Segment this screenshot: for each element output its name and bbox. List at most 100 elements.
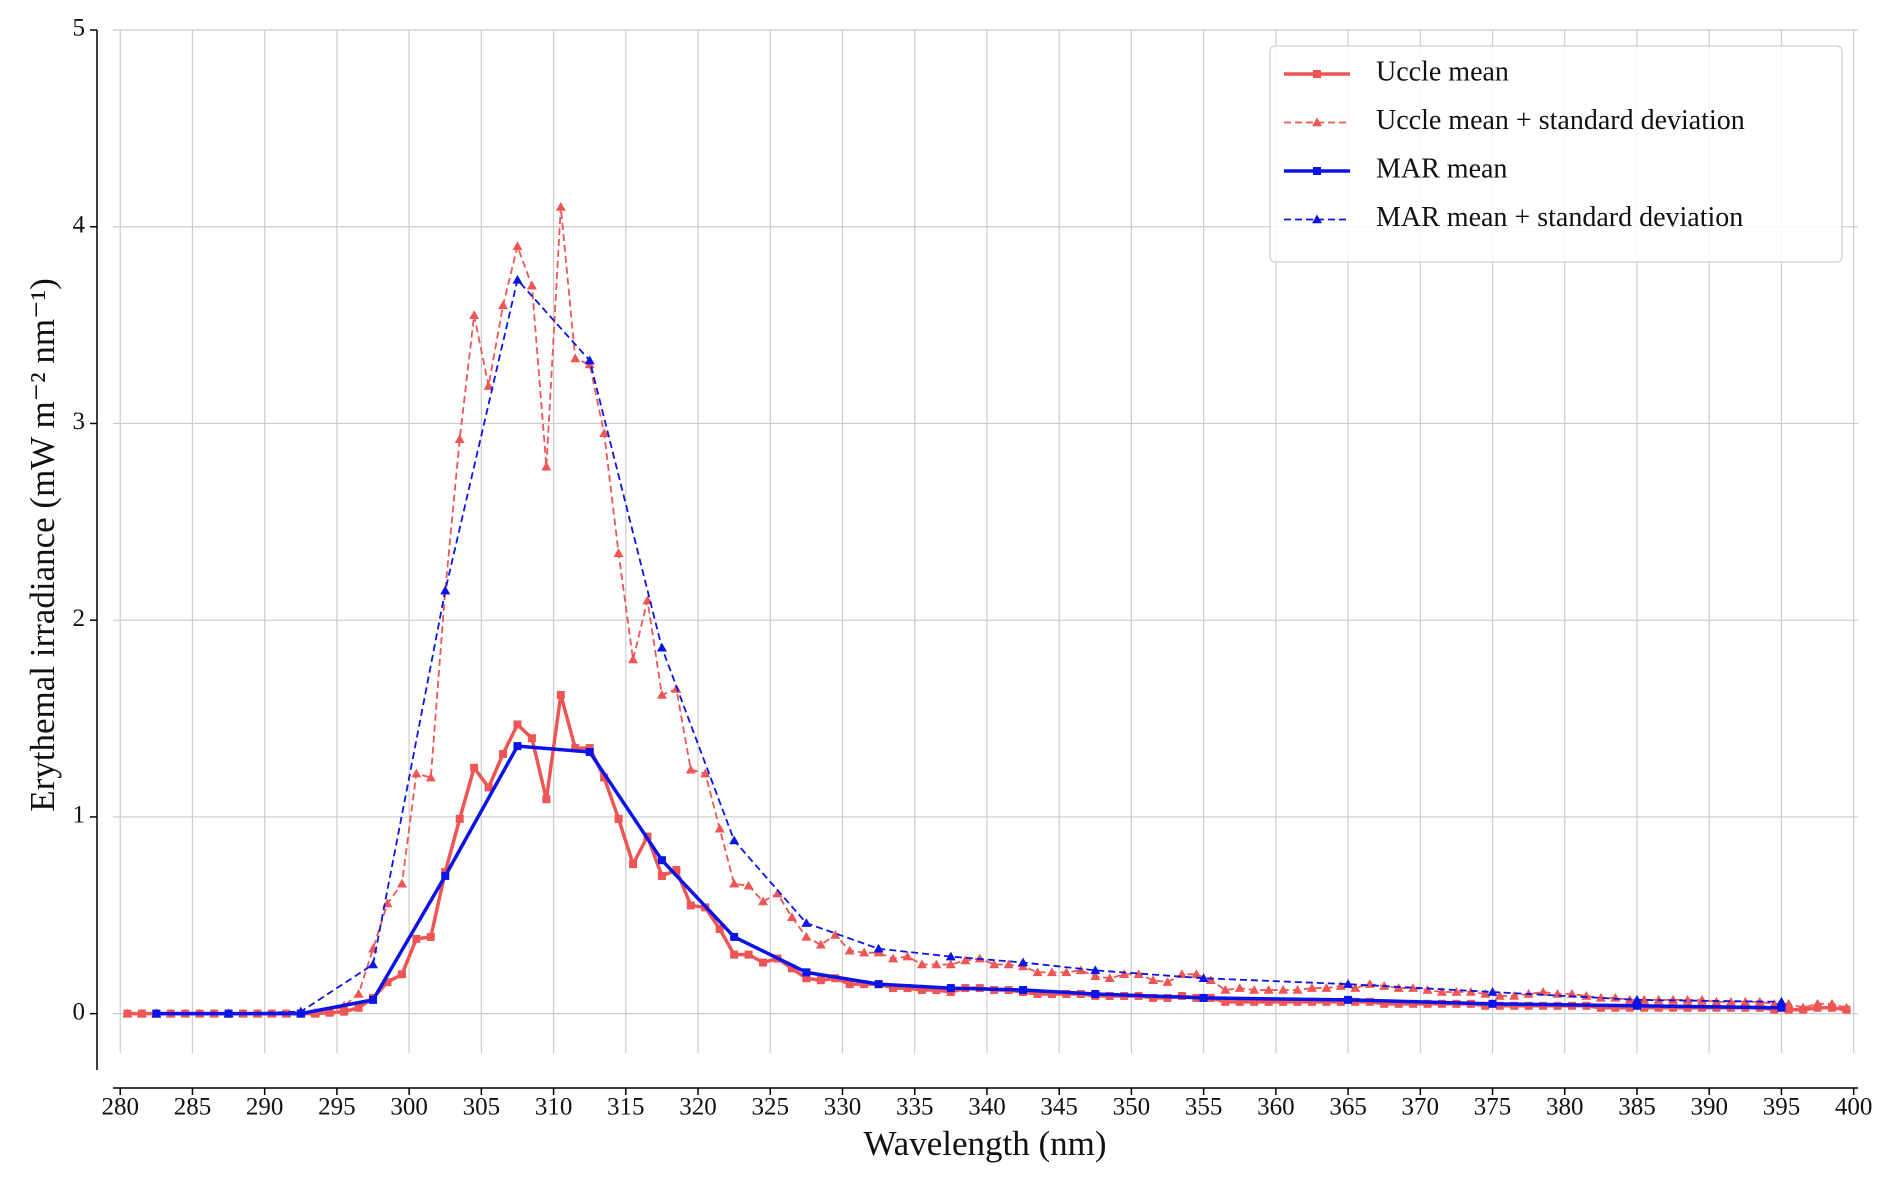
marker — [889, 984, 898, 993]
marker — [815, 939, 826, 949]
y-tick-label: 3 — [73, 408, 86, 435]
marker — [744, 950, 753, 959]
marker — [758, 896, 769, 906]
legend-label: Uccle mean + standard deviation — [1376, 105, 1745, 136]
marker — [1220, 985, 1231, 994]
marker — [730, 950, 739, 959]
marker — [513, 720, 522, 729]
marker — [874, 980, 883, 989]
marker — [1249, 985, 1260, 994]
marker — [512, 274, 523, 284]
marker — [1436, 987, 1447, 996]
marker — [425, 772, 436, 782]
marker — [1191, 969, 1202, 979]
marker — [1509, 990, 1520, 1000]
y-tick-label: 1 — [73, 802, 86, 829]
marker — [656, 689, 667, 699]
marker — [759, 958, 768, 967]
marker — [599, 428, 610, 438]
marker — [1566, 988, 1577, 998]
x-tick-label: 310 — [535, 1094, 573, 1121]
marker — [1488, 999, 1497, 1008]
marker — [600, 773, 609, 782]
marker — [1770, 1005, 1779, 1014]
marker — [1205, 975, 1216, 984]
marker — [1306, 983, 1317, 992]
marker — [1104, 973, 1115, 982]
marker — [324, 1006, 335, 1016]
marker — [1312, 214, 1322, 224]
marker — [1162, 977, 1173, 986]
x-tick-label: 360 — [1257, 1094, 1295, 1121]
marker — [1148, 975, 1159, 984]
x-tick-label: 370 — [1402, 1094, 1440, 1121]
marker — [613, 548, 624, 558]
marker — [1199, 993, 1208, 1002]
marker — [1133, 969, 1144, 979]
marker — [1235, 997, 1244, 1006]
marker — [1344, 995, 1353, 1004]
marker — [888, 953, 899, 963]
marker — [801, 931, 812, 941]
marker — [1668, 994, 1679, 1004]
marker — [1596, 1003, 1605, 1012]
marker — [845, 980, 854, 989]
x-axis-title: Wavelength (nm) — [863, 1124, 1106, 1163]
marker — [368, 959, 379, 969]
x-tick-label: 295 — [318, 1094, 356, 1121]
marker — [1841, 1002, 1852, 1012]
marker — [1019, 986, 1028, 995]
marker — [860, 980, 869, 989]
marker — [801, 918, 812, 927]
marker — [1423, 999, 1432, 1008]
marker — [542, 795, 551, 804]
marker — [1640, 1003, 1649, 1012]
marker — [932, 986, 941, 995]
marker — [1798, 1002, 1809, 1012]
marker — [440, 585, 451, 595]
marker — [903, 984, 912, 993]
marker — [1221, 997, 1230, 1006]
marker — [656, 642, 667, 652]
marker — [1090, 965, 1101, 975]
marker — [1725, 996, 1736, 1006]
marker — [873, 943, 884, 953]
marker — [1451, 987, 1462, 996]
marker — [295, 1006, 306, 1016]
marker — [1487, 987, 1498, 996]
marker — [1632, 1001, 1641, 1010]
marker — [1350, 983, 1361, 992]
marker — [1827, 1003, 1836, 1012]
marker — [340, 1007, 349, 1016]
marker — [1481, 1001, 1490, 1010]
marker — [1090, 971, 1101, 981]
marker — [700, 768, 711, 778]
marker — [802, 974, 811, 983]
x-tick-label: 350 — [1113, 1094, 1151, 1121]
x-tick-label: 375 — [1474, 1094, 1512, 1121]
marker — [1408, 983, 1419, 992]
marker — [1198, 973, 1209, 982]
marker — [136, 1008, 147, 1018]
x-tick-label: 305 — [463, 1094, 501, 1121]
marker — [1777, 1003, 1786, 1012]
x-tick-label: 380 — [1546, 1094, 1584, 1121]
marker — [1364, 979, 1375, 988]
marker — [1394, 999, 1403, 1008]
legend: Uccle mean Uccle mean + standard deviatio… — [1269, 45, 1843, 263]
marker — [1033, 989, 1042, 998]
marker — [555, 202, 566, 211]
marker — [1343, 979, 1354, 988]
marker — [1313, 70, 1321, 78]
marker — [1264, 997, 1273, 1006]
marker — [802, 968, 811, 977]
marker — [1091, 989, 1100, 998]
marker — [223, 1008, 234, 1018]
marker — [498, 300, 509, 310]
marker — [657, 871, 666, 880]
marker — [729, 835, 740, 845]
marker — [743, 880, 754, 890]
legend-label: Uccle mean — [1376, 56, 1509, 87]
marker — [1682, 994, 1693, 1004]
marker — [629, 860, 638, 869]
